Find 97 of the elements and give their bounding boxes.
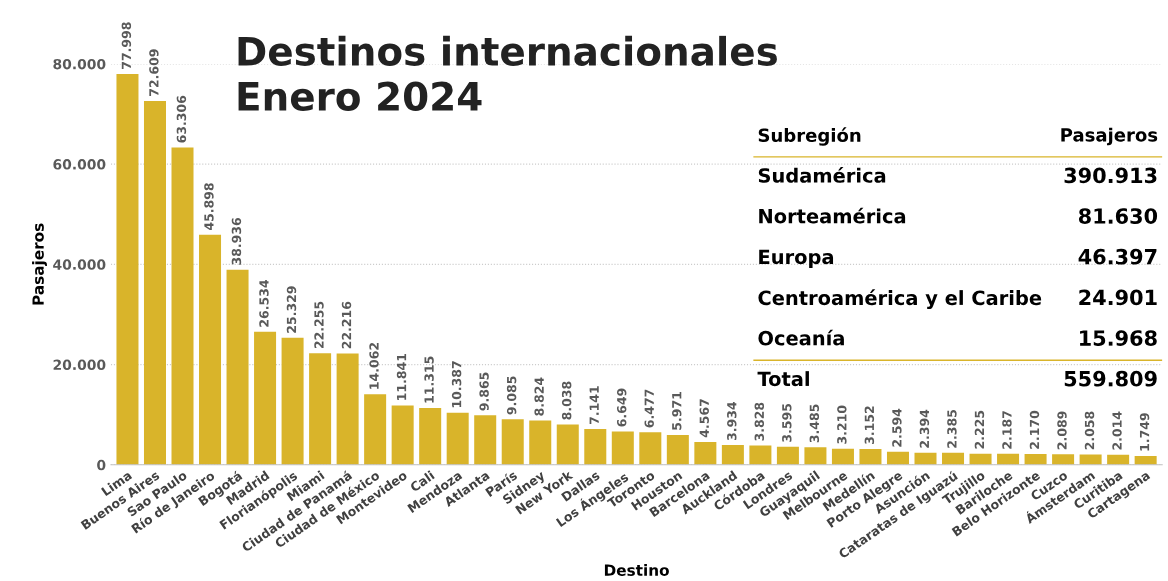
- bar: [474, 415, 497, 465]
- bar: [914, 452, 937, 465]
- data-label: 15.968: [1080, 330, 1157, 346]
- data-label: 2.058: [1084, 411, 1095, 450]
- bar: [1134, 456, 1157, 465]
- bar: [364, 394, 387, 465]
- data-label: 81.630: [1078, 208, 1158, 224]
- data-label: 8.824: [534, 377, 544, 416]
- bar: [584, 429, 607, 465]
- data-label: 6.649: [616, 388, 627, 427]
- bar: [254, 331, 277, 465]
- bar: [116, 73, 139, 465]
- bar: [969, 453, 992, 465]
- bar: [1052, 454, 1075, 465]
- text: Subregión: [758, 127, 861, 146]
- bar: [611, 431, 634, 465]
- bar: [1024, 453, 1047, 465]
- data-label: 3.828: [754, 402, 765, 441]
- y-axis-title: Pasajeros: [32, 223, 47, 305]
- category-label: Sudamérica: [758, 167, 886, 183]
- data-label: 2.014: [1112, 411, 1122, 450]
- data-label: 2.187: [1002, 411, 1012, 449]
- data-label: 11.315: [424, 356, 434, 403]
- category-label: Norteamérica: [759, 207, 906, 224]
- bar: [721, 445, 744, 465]
- data-label: 14.062: [369, 343, 379, 389]
- data-label: 38.936: [231, 217, 242, 265]
- bar: [886, 451, 909, 465]
- bar: [336, 353, 359, 465]
- category-label: Europa: [759, 249, 834, 268]
- bar: [391, 405, 414, 465]
- data-label: 45.898: [204, 183, 214, 231]
- bar: [804, 447, 827, 465]
- bar: [859, 449, 882, 465]
- bar: [143, 100, 166, 465]
- category-label: Centroamérica y el Caribe: [758, 289, 1042, 310]
- data-label: 9.865: [479, 372, 489, 411]
- data-label: 22.255: [314, 301, 324, 349]
- bar: [942, 452, 965, 465]
- y-tick-label: 40.000: [53, 259, 106, 270]
- data-label: 8.038: [561, 381, 572, 420]
- data-label: 4.567: [699, 399, 709, 438]
- bar: [529, 420, 552, 465]
- data-label: 26.534: [259, 280, 269, 327]
- data-label: 25.329: [286, 286, 297, 333]
- data-label: 3.934: [727, 401, 737, 441]
- bar: [666, 434, 689, 465]
- bar: [776, 446, 799, 465]
- data-label: 24.901: [1079, 289, 1157, 306]
- data-label: 3.595: [782, 403, 792, 442]
- data-label: 10.387: [451, 361, 462, 408]
- bar: [694, 441, 717, 465]
- data-label: 77.998: [121, 22, 132, 69]
- data-label: 559.809: [1064, 370, 1157, 387]
- category-label: Total: [757, 371, 809, 387]
- data-label: 46.397: [1078, 248, 1157, 265]
- y-tick-label: 0: [97, 459, 106, 471]
- data-label: 11.841: [396, 353, 407, 400]
- bar: [556, 424, 579, 465]
- x-axis-title: Destino: [604, 564, 669, 576]
- data-label: 1.749: [1139, 413, 1150, 451]
- text: Pasajeros: [1061, 127, 1158, 146]
- y-tick-label: 80.000: [53, 58, 106, 70]
- bar: [639, 432, 662, 465]
- y-tick-label: 60.000: [53, 159, 106, 170]
- bar: [226, 269, 249, 465]
- data-label: 7.141: [589, 386, 599, 425]
- data-label: 2.394: [919, 409, 930, 448]
- data-label: 390.913: [1064, 167, 1157, 184]
- data-label: 2.225: [974, 410, 985, 449]
- bar: [997, 453, 1020, 465]
- data-label: 2.385: [947, 410, 957, 448]
- data-label: 6.477: [644, 389, 654, 428]
- data-label: 3.152: [864, 406, 875, 444]
- bar: [1079, 454, 1102, 465]
- chart-title: Destinos internacionales Enero 2024: [238, 35, 777, 111]
- y-tick-label: 20.000: [53, 359, 106, 371]
- data-label: 3.210: [837, 405, 847, 444]
- data-label: 2.170: [1029, 410, 1040, 449]
- bar: [501, 419, 524, 465]
- bar: [199, 234, 222, 465]
- bar: [419, 408, 442, 465]
- data-label: 9.085: [506, 376, 517, 415]
- bar: [446, 412, 469, 465]
- bar: [749, 445, 772, 465]
- bar: [171, 147, 194, 465]
- data-label: 3.485: [809, 404, 820, 443]
- data-label: 2.089: [1057, 411, 1067, 450]
- data-label: 2.594: [892, 408, 902, 447]
- data-label: 5.971: [672, 392, 682, 430]
- data-label: 63.306: [176, 95, 187, 143]
- bar: [831, 448, 854, 465]
- bar: [309, 353, 332, 465]
- category-label: Oceanía: [758, 329, 844, 346]
- data-label: 72.609: [149, 49, 159, 96]
- bar: [281, 337, 304, 465]
- data-label: 22.216: [341, 301, 352, 349]
